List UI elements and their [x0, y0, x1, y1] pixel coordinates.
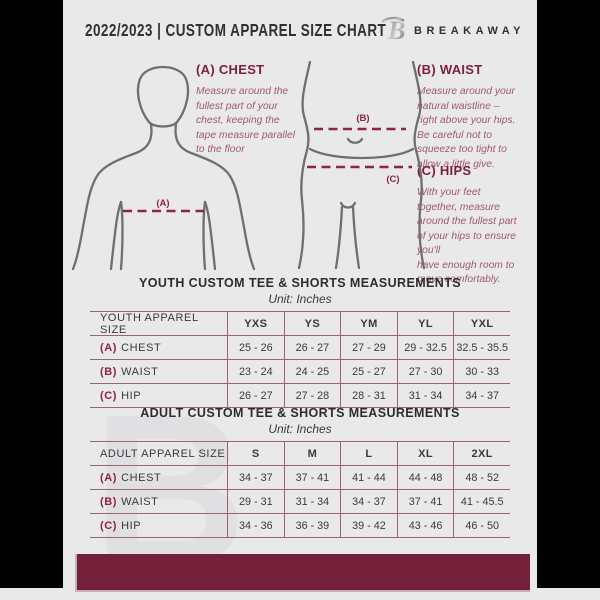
- youth-header-row: YOUTH APPAREL SIZE YXS YS YM YL YXL: [90, 311, 510, 336]
- youth-hip-row: (C) HIP 26 - 27 27 - 28 28 - 31 31 - 34 …: [90, 383, 510, 408]
- youth-hip-yxl: 34 - 37: [453, 384, 510, 407]
- waist-instruction-body: Measure around your natural waistline – …: [417, 86, 516, 170]
- footer-bar: [75, 554, 530, 592]
- adult-hip-s: 34 - 36: [227, 514, 284, 537]
- youth-hip-yl: 31 - 34: [396, 384, 454, 407]
- adult-waist-2xl: 41 - 45.5: [453, 490, 510, 513]
- left-black-border: [0, 0, 63, 588]
- right-black-border: [537, 0, 600, 588]
- youth-hip-ys: 27 - 28: [283, 384, 341, 407]
- youth-waist-ym: 25 - 27: [340, 360, 397, 383]
- row-label: WAIST: [121, 365, 159, 378]
- row-label: HIP: [121, 519, 142, 532]
- youth-waist-row: (B) WAIST 23 - 24 24 - 25 25 - 27 27 - 3…: [90, 359, 510, 383]
- adult-hip-l: 39 - 42: [340, 514, 397, 537]
- chest-instruction-heading: (A) CHEST: [196, 62, 265, 77]
- adult-hip-xl: 43 - 46: [396, 514, 454, 537]
- adult-table-title-block: ADULT CUSTOM TEE & SHORTS MEASUREMENTS U…: [63, 406, 537, 436]
- waist-instruction-heading: (B) WAIST: [417, 62, 483, 77]
- brand-name: BREAKAWAY: [414, 25, 525, 37]
- adult-col-l: L: [340, 442, 397, 465]
- youth-waist-label: (B) WAIST: [90, 360, 227, 383]
- youth-table-unit: Unit: Inches: [268, 292, 332, 306]
- adult-waist-m: 31 - 34: [283, 490, 341, 513]
- body-measurement-diagram: (A) (B) (C): [71, 60, 426, 270]
- youth-chest-ys: 26 - 27: [283, 336, 341, 359]
- adult-waist-l: 34 - 37: [340, 490, 397, 513]
- chest-instruction: (A) CHEST Measure around the fullest par…: [196, 62, 326, 158]
- breakaway-logo-icon: B: [381, 16, 405, 43]
- chest-marker-label: (A): [156, 198, 169, 209]
- row-key: (A): [100, 471, 118, 484]
- adult-hip-row: (C) HIP 34 - 36 36 - 39 39 - 42 43 - 46 …: [90, 513, 510, 538]
- page-title: 2022/2023 | CUSTOM APPAREL SIZE CHART: [85, 21, 387, 41]
- youth-chest-yxl: 32.5 - 35.5: [453, 336, 510, 359]
- adult-col-xl: XL: [396, 442, 454, 465]
- adult-chest-xl: 44 - 48: [396, 466, 454, 489]
- adult-waist-row: (B) WAIST 29 - 31 31 - 34 34 - 37 37 - 4…: [90, 489, 510, 513]
- adult-table-title: ADULT CUSTOM TEE & SHORTS MEASUREMENTS: [140, 406, 460, 420]
- adult-hip-label: (C) HIP: [90, 514, 227, 537]
- youth-chest-yxs: 25 - 26: [227, 336, 284, 359]
- adult-waist-xl: 37 - 41: [396, 490, 454, 513]
- youth-waist-ys: 24 - 25: [283, 360, 341, 383]
- row-label: WAIST: [121, 495, 159, 508]
- youth-size-header: YOUTH APPAREL SIZE: [100, 312, 199, 336]
- adult-chest-2xl: 48 - 52: [453, 466, 510, 489]
- row-key: (B): [100, 495, 118, 508]
- adult-waist-label: (B) WAIST: [90, 490, 227, 513]
- youth-col-ym: YM: [340, 312, 397, 336]
- adult-col-2xl: 2XL: [453, 442, 510, 465]
- row-key: (B): [100, 365, 118, 378]
- waist-marker-label: (B): [356, 113, 369, 124]
- youth-waist-yxl: 30 - 33: [453, 360, 510, 383]
- youth-size-table: YOUTH APPAREL SIZE YXS YS YM YL YXL (A) …: [90, 311, 510, 408]
- lower-body-figure: [297, 60, 426, 270]
- row-label: CHEST: [121, 341, 162, 354]
- adult-table-unit: Unit: Inches: [268, 422, 332, 436]
- adult-waist-s: 29 - 31: [227, 490, 284, 513]
- adult-chest-s: 34 - 37: [227, 466, 284, 489]
- youth-col-yxs: YXS: [227, 312, 284, 336]
- adult-hip-2xl: 46 - 50: [453, 514, 510, 537]
- adult-size-table: ADULT APPAREL SIZE S M L XL 2XL (A) CHES…: [90, 441, 510, 538]
- youth-chest-ym: 27 - 29: [340, 336, 397, 359]
- upper-body-figure: [71, 65, 256, 270]
- youth-table-title-block: YOUTH CUSTOM TEE & SHORTS MEASUREMENTS U…: [63, 276, 537, 306]
- row-key: (C): [100, 389, 118, 402]
- row-key: (C): [100, 519, 118, 532]
- youth-waist-yl: 27 - 30: [396, 360, 454, 383]
- youth-hip-label: (C) HIP: [90, 384, 227, 407]
- youth-hip-yxs: 26 - 27: [227, 384, 284, 407]
- youth-chest-label: (A) CHEST: [90, 336, 227, 359]
- hips-instruction-body: With your feet together, measure around …: [417, 187, 517, 285]
- hips-instruction: (C) HIPS With your feet together, measur…: [417, 163, 547, 288]
- adult-hip-m: 36 - 39: [283, 514, 341, 537]
- row-key: (A): [100, 341, 118, 354]
- youth-col-yxl: YXL: [453, 312, 510, 336]
- adult-chest-m: 37 - 41: [283, 466, 341, 489]
- youth-col-yl: YL: [396, 312, 454, 336]
- waist-instruction: (B) WAIST Measure around your natural wa…: [417, 62, 547, 172]
- youth-chest-row: (A) CHEST 25 - 26 26 - 27 27 - 29 29 - 3…: [90, 335, 510, 359]
- adult-col-m: M: [283, 442, 341, 465]
- adult-col-s: S: [227, 442, 284, 465]
- youth-waist-yxs: 23 - 24: [227, 360, 284, 383]
- adult-header-row: ADULT APPAREL SIZE S M L XL 2XL: [90, 441, 510, 465]
- hips-instruction-heading: (C) HIPS: [417, 163, 472, 178]
- youth-hip-ym: 28 - 31: [340, 384, 397, 407]
- svg-text:B: B: [387, 16, 405, 43]
- adult-chest-l: 41 - 44: [340, 466, 397, 489]
- chest-instruction-body: Measure around the fullest part of your …: [196, 86, 296, 155]
- adult-chest-label: (A) CHEST: [90, 466, 227, 489]
- row-label: HIP: [121, 389, 142, 402]
- hips-marker-label: (C): [386, 174, 399, 185]
- row-label: CHEST: [121, 471, 162, 484]
- adult-chest-row: (A) CHEST 34 - 37 37 - 41 41 - 44 44 - 4…: [90, 465, 510, 489]
- youth-chest-yl: 29 - 32.5: [396, 336, 454, 359]
- youth-col-ys: YS: [283, 312, 341, 336]
- youth-table-title: YOUTH CUSTOM TEE & SHORTS MEASUREMENTS: [139, 276, 461, 290]
- adult-size-header: ADULT APPAREL SIZE: [100, 447, 226, 460]
